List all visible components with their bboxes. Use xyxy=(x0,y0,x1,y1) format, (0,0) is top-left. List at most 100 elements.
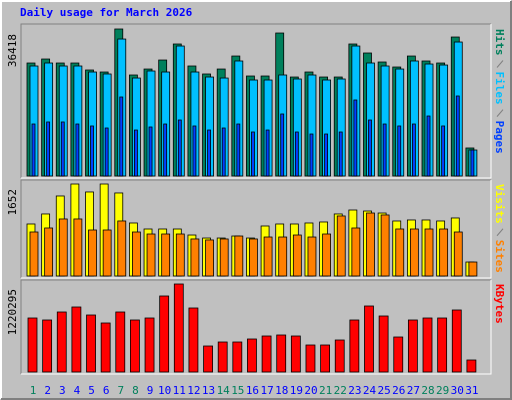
x-tick-label: 25 xyxy=(377,384,390,397)
bar xyxy=(366,212,375,277)
bar xyxy=(90,125,94,177)
bar xyxy=(71,306,82,373)
x-tick-label: 24 xyxy=(363,384,377,397)
legend-entry: Pages xyxy=(493,121,506,154)
bar xyxy=(322,233,332,277)
bar xyxy=(411,123,416,177)
bar xyxy=(395,228,405,277)
x-tick-label: 22 xyxy=(334,384,347,397)
bar xyxy=(60,121,65,177)
x-tick-label: 9 xyxy=(147,384,154,397)
legend-entry: Visits xyxy=(493,184,506,224)
bar xyxy=(247,338,257,373)
bar xyxy=(407,319,418,373)
bar xyxy=(468,261,478,277)
x-tick-label: 15 xyxy=(231,384,244,397)
bar xyxy=(73,218,83,277)
bar xyxy=(102,229,112,277)
bar xyxy=(292,234,302,277)
bar xyxy=(393,336,404,373)
legend-entry: Sites xyxy=(493,240,506,273)
bar xyxy=(221,127,226,177)
bar xyxy=(234,235,244,277)
bar xyxy=(278,236,288,277)
bar xyxy=(188,307,199,373)
bar xyxy=(441,125,446,177)
bar xyxy=(378,315,389,373)
bar xyxy=(232,341,243,373)
bar xyxy=(130,319,140,373)
x-tick-label: 2 xyxy=(44,384,51,397)
x-tick-label: 8 xyxy=(132,384,139,397)
bar xyxy=(31,123,36,177)
bar xyxy=(163,123,168,177)
x-tick-label: 28 xyxy=(421,384,434,397)
bar xyxy=(42,319,53,373)
bar xyxy=(205,239,214,277)
panel-edge-dark xyxy=(20,279,491,374)
bar xyxy=(349,319,360,373)
panel-edge-light xyxy=(21,280,492,375)
x-tick-label: 12 xyxy=(187,384,200,397)
bar xyxy=(334,339,345,373)
x-tick-label: 19 xyxy=(290,384,303,397)
x-tick-label: 27 xyxy=(407,384,420,397)
legend-separator xyxy=(496,60,504,68)
bar xyxy=(115,311,126,373)
bar xyxy=(119,96,124,177)
bar xyxy=(453,231,463,277)
bar xyxy=(397,125,402,177)
bar xyxy=(294,131,299,177)
bar xyxy=(455,95,460,177)
bar xyxy=(203,345,213,373)
bar xyxy=(307,236,317,277)
bar xyxy=(336,215,346,277)
bar xyxy=(353,99,358,177)
bar xyxy=(263,236,273,277)
bar xyxy=(88,229,97,277)
x-tick-label: 20 xyxy=(304,384,317,397)
bar xyxy=(422,317,433,373)
bar xyxy=(159,295,170,373)
bar xyxy=(320,344,331,373)
legend-separator xyxy=(496,228,504,237)
bar xyxy=(351,227,361,277)
bar xyxy=(368,119,372,177)
x-tick-label: 5 xyxy=(88,384,95,397)
bar xyxy=(364,305,374,373)
bar xyxy=(173,283,184,373)
x-tick-label: 29 xyxy=(436,384,449,397)
bar xyxy=(470,149,475,177)
bar xyxy=(380,214,390,277)
bar xyxy=(27,317,38,373)
bar xyxy=(46,121,51,177)
x-tick-label: 18 xyxy=(275,384,288,397)
panel-edge-light xyxy=(21,180,492,279)
legend-entry: KBytes xyxy=(493,284,506,324)
panel-edge-dark xyxy=(20,23,491,178)
legend-entry: Files xyxy=(493,72,506,105)
x-tick-label: 21 xyxy=(319,384,332,397)
panel-edge-light xyxy=(21,24,492,179)
y-tick-label: 36418 xyxy=(6,34,19,67)
panel-edge-dark xyxy=(20,179,491,278)
bar xyxy=(437,317,448,373)
bar xyxy=(29,231,39,277)
bar xyxy=(280,113,285,177)
bar xyxy=(134,129,138,177)
bar xyxy=(148,126,153,177)
bar xyxy=(249,238,258,277)
bar xyxy=(75,123,80,177)
bar xyxy=(466,359,477,373)
bar xyxy=(451,309,462,373)
bar xyxy=(324,133,329,177)
bar xyxy=(207,129,211,177)
bar xyxy=(190,238,200,277)
bar xyxy=(161,233,171,277)
bar xyxy=(117,220,127,277)
bar xyxy=(86,314,96,373)
bar xyxy=(146,233,156,277)
x-tick-label: 13 xyxy=(202,384,215,397)
